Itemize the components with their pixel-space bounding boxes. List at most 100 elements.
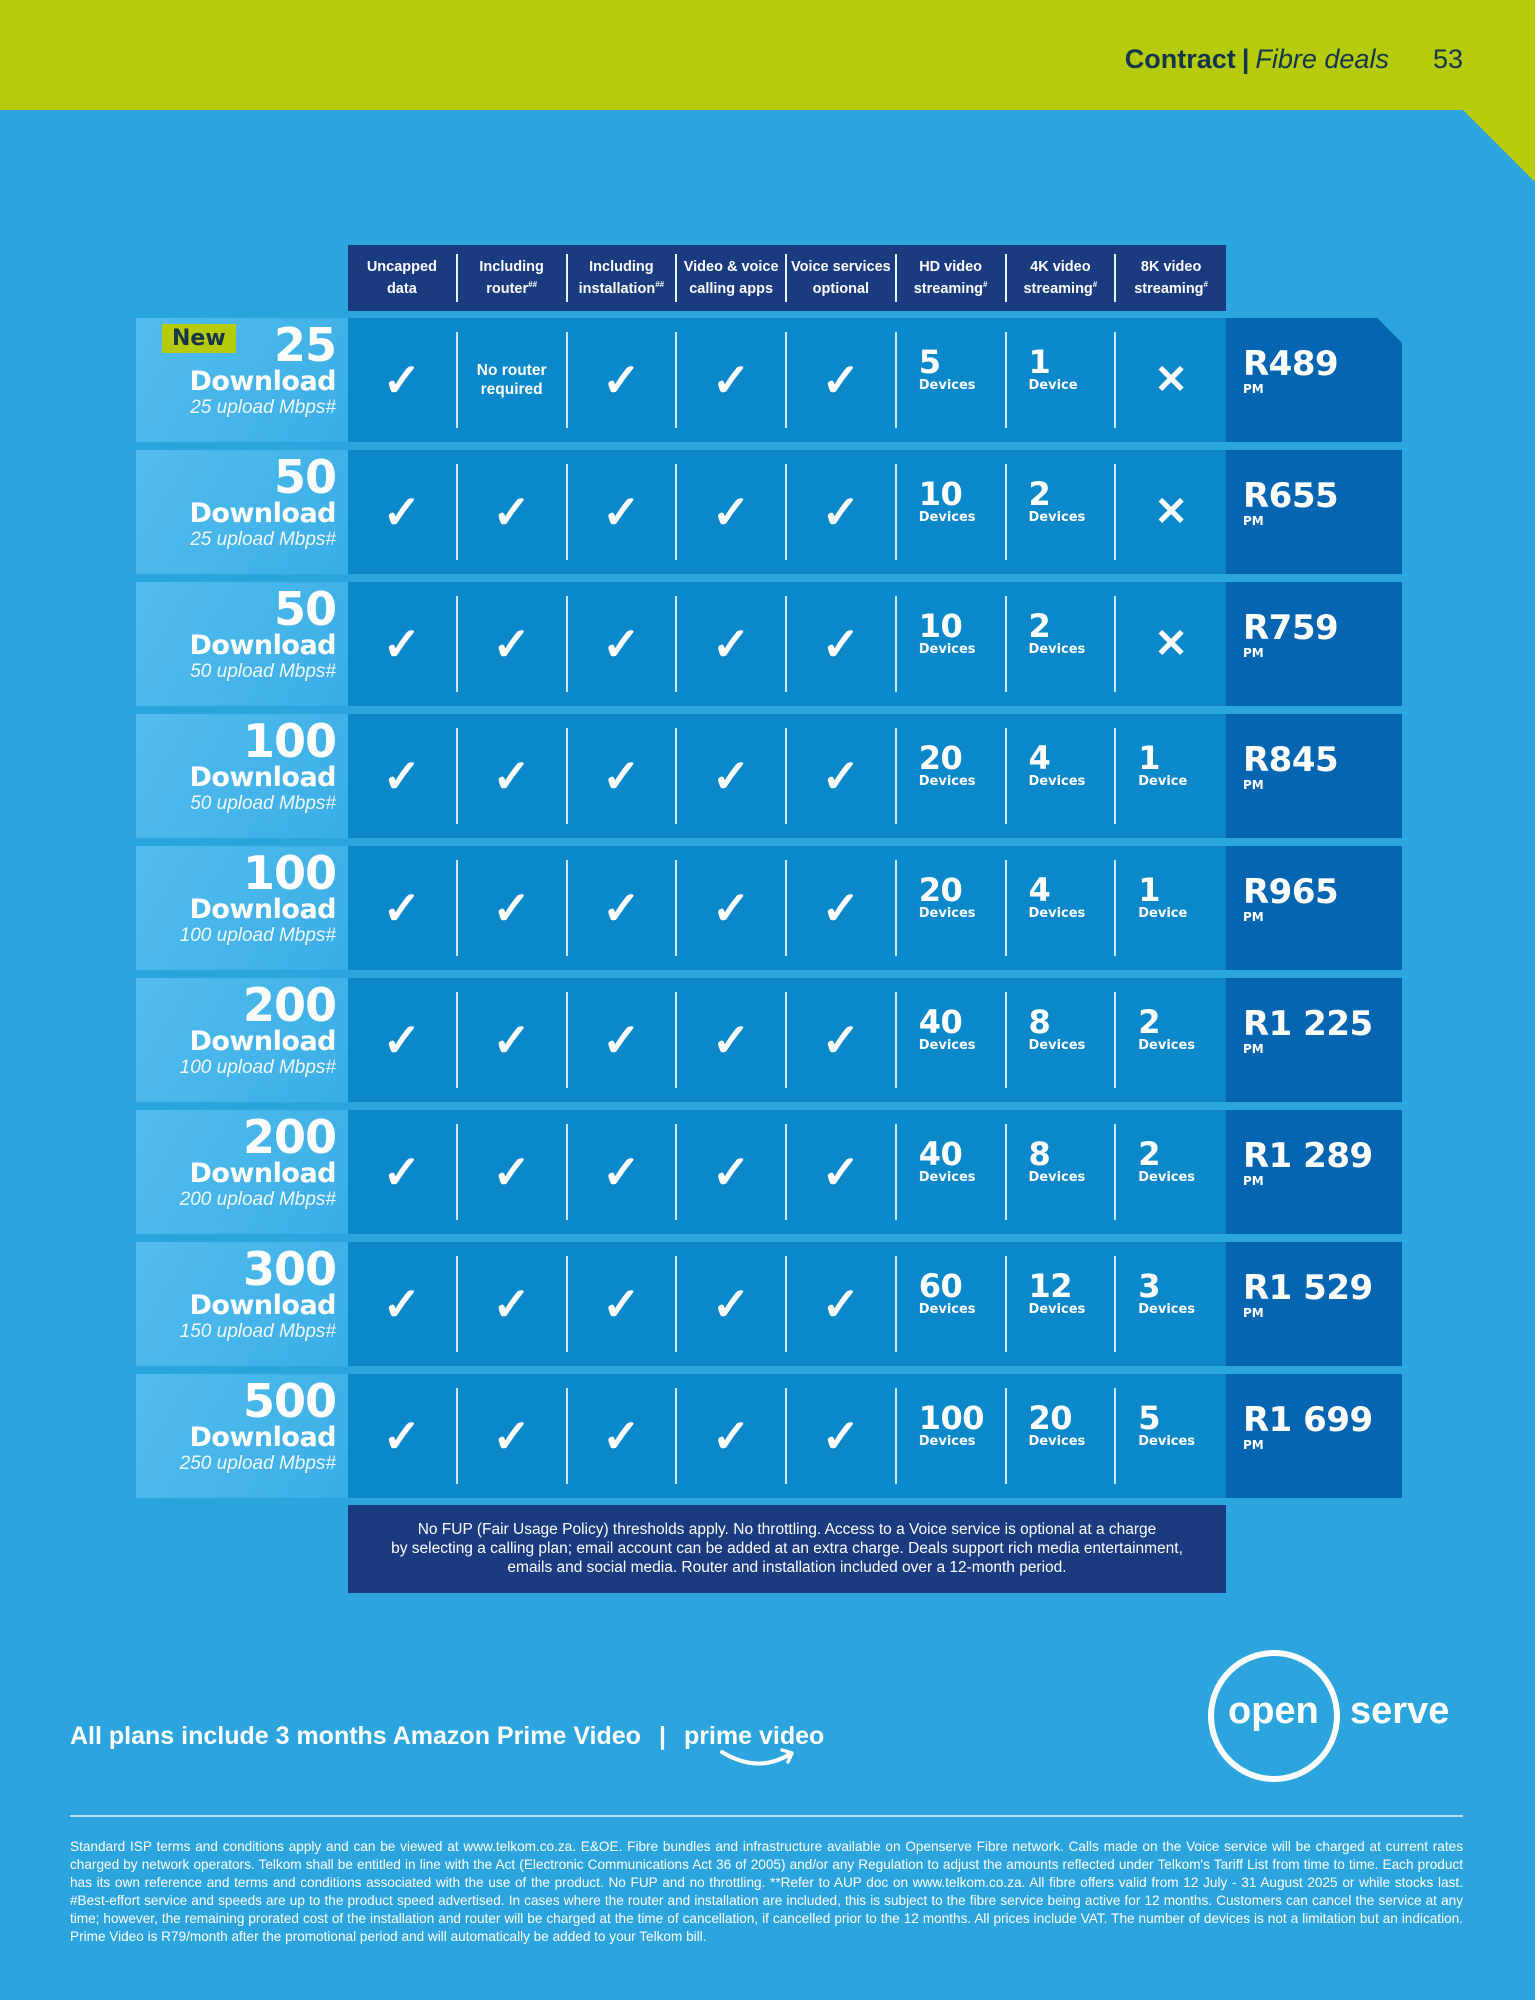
upload-speed: 100 upload Mbps# [179,925,336,946]
cell-uncapped: ✓ [348,728,458,824]
footnote-mark: # [1203,280,1208,290]
prime-video-promo: All plans include 3 months Amazon Prime … [70,1722,824,1766]
device-count: 10 [918,607,963,645]
cell-voice: ✓ [787,1388,897,1484]
price-period: PM [1243,1438,1264,1452]
plan-features: ✓ No router required ✓ ✓ ✓ 5 Devices 1 Device ✕ [348,318,1226,442]
cell-k4: 12 Devices [1007,1256,1117,1352]
check-icon: ✓ [711,354,751,406]
device-count: 5 [918,343,941,381]
device-count: 60 [918,1267,963,1305]
device-label: Devices [918,1434,976,1449]
device-label: Devices [918,1038,976,1053]
plan-features: ✓ ✓ ✓ ✓ ✓ 40 Devices 8 Devices 2 Devices [348,978,1226,1102]
price-period: PM [1243,514,1264,528]
plan-row: 100 Download 50 upload Mbps# ✓ ✓ ✓ ✓ ✓ 20 Devices… [136,714,1402,838]
device-count: 40 [918,1003,963,1041]
download-label: Download [189,630,337,661]
device-count: 3 [1138,1267,1161,1305]
device-count: 40 [918,1135,963,1173]
check-icon: ✓ [382,1014,422,1066]
upload-speed: 150 upload Mbps# [179,1321,336,1342]
download-label: Download [189,1290,337,1321]
check-icon: ✓ [382,354,422,406]
check-icon: ✓ [382,750,422,802]
check-icon: ✓ [382,618,422,670]
check-icon: ✓ [492,1014,531,1066]
column-header-line: streaming [1134,280,1204,297]
cell-installation: ✓ [568,1256,678,1352]
plan-features: ✓ ✓ ✓ ✓ ✓ 10 Devices 2 Devices ✕ [348,450,1226,574]
download-speed: 500 [242,1374,337,1428]
column-header-line: router [486,280,529,297]
price-period: PM [1243,1174,1264,1188]
check-icon: ✓ [382,486,422,538]
cell-k4: 4 Devices [1007,728,1117,824]
cell-k4: 20 Devices [1007,1388,1117,1484]
column-header: Including installation## [568,254,678,302]
cell-uncapped: ✓ [348,860,458,956]
plan-features: ✓ ✓ ✓ ✓ ✓ 60 Devices 12 Devices 3 Devices [348,1242,1226,1366]
device-count: 10 [918,475,963,513]
price-period: PM [1243,1306,1264,1320]
cell-apps: ✓ [677,464,787,560]
page-number: 53 [1432,44,1463,74]
cell-apps: ✓ [677,1388,787,1484]
cell-k8: 3 Devices [1116,1256,1226,1352]
cell-uncapped: ✓ [348,596,458,692]
column-header: Including router## [458,254,568,302]
download-label: Download [189,1158,337,1189]
header-separator: | [1241,44,1250,74]
device-label: Devices [1138,1434,1196,1449]
column-header: Voice services optional [787,254,897,302]
footnote-line: No FUP (Fair Usage Policy) thresholds ap… [417,1521,1157,1538]
cell-voice: ✓ [787,596,897,692]
cell-uncapped: ✓ [348,1124,458,1220]
cell-apps: ✓ [677,1256,787,1352]
check-icon: ✓ [492,882,531,934]
cell-hd: 20 Devices [897,728,1007,824]
download-label: Download [189,498,337,529]
device-count: 2 [1028,607,1051,645]
download-speed: 50 [273,450,337,504]
footnote-line: by selecting a calling plan; email accou… [391,1540,1183,1557]
cell-hd: 10 Devices [897,596,1007,692]
price-amount: R1 699 [1243,1400,1373,1440]
cell-uncapped: ✓ [348,1256,458,1352]
check-icon: ✓ [492,486,531,538]
check-icon: ✓ [711,1146,751,1198]
device-label: Device [1028,378,1078,393]
top-banner [0,0,1535,110]
column-header: Video & voice calling apps [677,254,787,302]
column-header-line: HD video [919,259,983,276]
cell-apps: ✓ [677,992,787,1088]
device-count: 8 [1028,1003,1051,1041]
cell-installation: ✓ [568,1388,678,1484]
device-count: 20 [918,871,963,909]
check-icon: ✓ [382,1146,422,1198]
plan-price: R1 699 PM [1226,1374,1402,1498]
price-amount: R489 [1243,344,1339,384]
cross-icon: ✕ [1154,358,1188,402]
cell-hd: 40 Devices [897,992,1007,1088]
column-header-line: Uncapped [366,259,437,276]
download-speed: 300 [242,1242,337,1296]
download-label: Download [189,1026,337,1057]
column-header: HD video streaming# [897,254,1007,302]
cell-k8: 2 Devices [1116,1124,1226,1220]
price-amount: R759 [1243,608,1339,648]
cell-hd: 60 Devices [897,1256,1007,1352]
check-icon: ✓ [602,750,641,802]
check-icon: ✓ [821,618,861,670]
cell-uncapped: ✓ [348,992,458,1088]
footnote-mark: ## [655,280,665,290]
device-label: Devices [918,1170,976,1185]
column-header: Uncapped data [348,254,458,302]
cell-uncapped: ✓ [348,332,458,428]
cell-router: ✓ [458,1124,568,1220]
upload-speed: 200 upload Mbps# [179,1189,336,1210]
price-period: PM [1243,778,1264,792]
device-count: 1 [1138,739,1161,777]
column-header-line: 8K video [1140,259,1202,276]
check-icon: ✓ [711,486,751,538]
